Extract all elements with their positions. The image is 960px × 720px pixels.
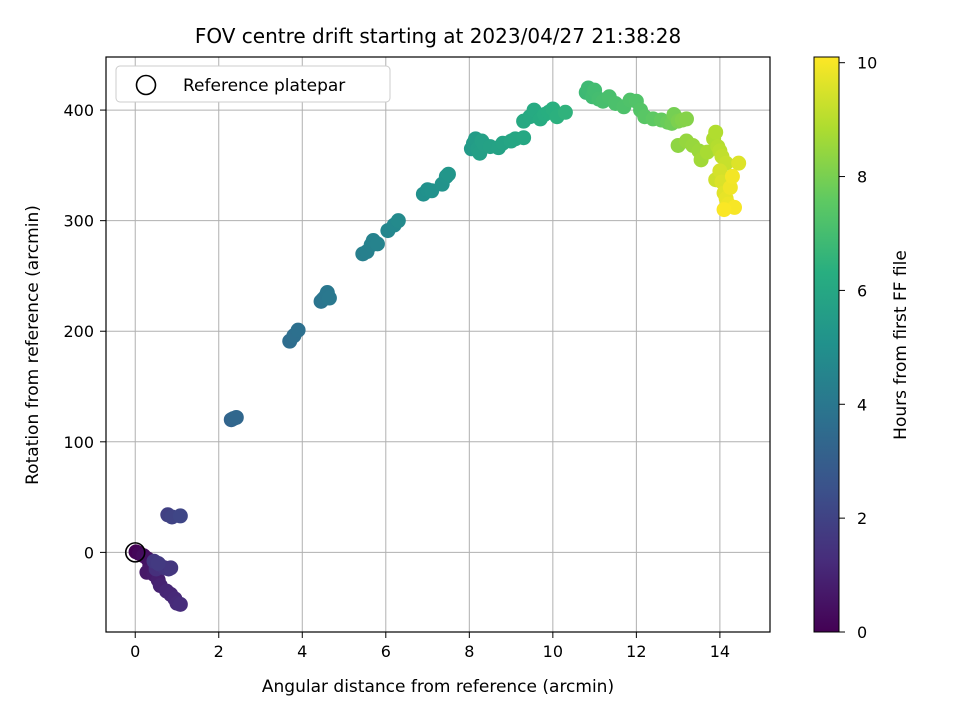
colorbar-gradient	[813, 56, 840, 633]
data-point	[678, 111, 694, 127]
y-tick-label: 400	[63, 101, 94, 120]
data-point	[708, 124, 724, 140]
y-tick-label: 300	[63, 212, 94, 231]
data-point	[724, 168, 740, 184]
x-tick-label: 10	[543, 642, 563, 661]
y-tick-label: 100	[63, 433, 94, 452]
colorbar-tick-label: 10	[857, 54, 877, 73]
plot-frame	[105, 56, 771, 633]
data-point	[321, 290, 337, 306]
data-points	[124, 80, 747, 612]
chart-title: FOV centre drift starting at 2023/04/27 …	[195, 24, 681, 48]
colorbar-tick-label: 2	[857, 509, 867, 528]
reference-platepar-marker	[124, 542, 146, 563]
data-point	[716, 202, 732, 218]
grid-lines	[106, 57, 770, 632]
legend: Reference platepar	[115, 65, 391, 103]
y-axis-label: Rotation from reference (arcmin)	[23, 205, 43, 485]
data-point	[440, 166, 456, 182]
colorbar-tick-label: 0	[857, 623, 867, 642]
data-point	[557, 104, 573, 120]
x-tick-label: 12	[626, 642, 646, 661]
y-tick-label: 200	[63, 322, 94, 341]
colorbar: 0 2 4 6 8 10 Hours from first FF file	[813, 54, 911, 642]
data-point	[163, 560, 179, 576]
data-point	[290, 322, 306, 338]
data-point	[150, 555, 166, 571]
data-point	[172, 596, 188, 612]
x-tick-label: 0	[130, 642, 140, 661]
colorbar-ticks: 0 2 4 6 8 10	[839, 54, 877, 642]
colorbar-tick-label: 4	[857, 395, 867, 414]
x-tick-label: 4	[297, 642, 307, 661]
data-point	[228, 409, 244, 425]
legend-reference-marker	[135, 74, 157, 96]
legend-entry-reference: Reference platepar	[183, 76, 345, 96]
data-point	[516, 130, 532, 146]
data-point	[172, 508, 188, 524]
colorbar-tick-label: 6	[857, 281, 867, 300]
x-tick-label: 8	[464, 642, 474, 661]
legend-box	[115, 65, 391, 103]
y-tick-label: 0	[84, 543, 94, 562]
x-tick-label: 2	[214, 642, 224, 661]
plot-axes: 0 2 4 6 8 10 12 14 0 100 200 300 400	[63, 56, 771, 661]
data-point	[731, 155, 747, 171]
colorbar-tick-label: 8	[857, 168, 867, 187]
x-axis-label: Angular distance from reference (arcmin)	[262, 677, 614, 697]
x-tick-label: 6	[381, 642, 391, 661]
data-point	[369, 236, 385, 252]
colorbar-label: Hours from first FF file	[891, 250, 911, 440]
data-point	[390, 213, 406, 229]
x-tick-label: 14	[710, 642, 730, 661]
